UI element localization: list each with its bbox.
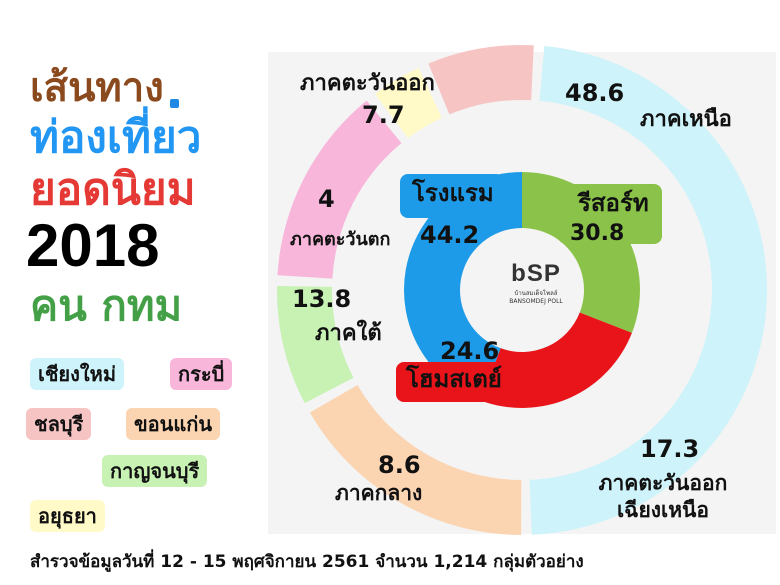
inner-name-label: รีสอร์ท	[578, 189, 649, 217]
title-line-3: ยอดนิยม	[30, 164, 196, 215]
region-slice-0	[529, 46, 767, 535]
title-line-1: เส้นทาง	[30, 65, 164, 111]
logo-mark: bSP	[511, 260, 561, 287]
outer-name-label: ภาคเหนือ	[640, 107, 732, 132]
homestay-label-box	[396, 362, 520, 402]
inner-value-label: 44.2	[420, 221, 480, 249]
survey-footnote: สำรวจข้อมูลวันที่ 12 - 15 พฤศจิกายน 2561…	[30, 552, 584, 572]
outer-value-label: 48.6	[565, 79, 625, 107]
logo-subtitle-en: BANSOMDEJ POLL	[509, 298, 563, 305]
inner-name-label: โฮมสเตย์	[406, 365, 502, 393]
outer-value-label: 7.7	[362, 101, 405, 129]
bansomdej-poll-logo: bSP บ้านสมเด็จโพลล์ BANSOMDEJ POLL	[495, 262, 577, 312]
outer-value-label: 17.3	[640, 435, 700, 463]
inner-name-label: โรงแรม	[412, 179, 494, 207]
outer-name-label: ภาคตะวันออกเฉียงเหนือ	[598, 471, 728, 523]
region-slice-2	[277, 285, 354, 404]
province-tag: ขอนแก่น	[126, 408, 221, 440]
region-ring	[277, 45, 767, 535]
region-slice-3	[277, 100, 402, 279]
title-line-5: คน กทม	[30, 281, 183, 330]
region-slice-5	[428, 45, 534, 115]
inner-value-label: 24.6	[440, 337, 500, 365]
title-dot	[170, 99, 179, 108]
outer-value-label: 8.6	[378, 451, 421, 479]
outer-value-label: 13.8	[292, 285, 352, 313]
hotel-label-box	[400, 174, 504, 218]
province-tag: เชียงใหม่	[30, 358, 125, 390]
inner-value-label: 30.8	[570, 221, 625, 246]
outer-name-label: ภาคใต้	[315, 321, 382, 346]
title-year: 2018	[26, 212, 160, 279]
accommodation-slice-2	[404, 172, 522, 401]
outer-name-label: ภาคกลาง	[335, 481, 423, 505]
region-slice-4	[374, 67, 442, 139]
region-slice-1	[309, 385, 522, 535]
resort-label-box	[558, 184, 662, 244]
outer-name-label: ภาคตะวันตก	[290, 229, 391, 250]
logo-subtitle-thai: บ้านสมเด็จโพลล์	[514, 290, 558, 297]
province-tag: กระบี่	[170, 358, 233, 390]
outer-name-label: ภาคตะวันออก	[300, 71, 435, 96]
province-tag: กาญจนบุรี	[102, 455, 208, 487]
province-tag: ชลบุรี	[26, 408, 92, 440]
province-tag: อยุธยา	[30, 500, 105, 532]
outer-value-label: 4	[318, 185, 335, 213]
title-line-2: ท่องเที่ยว	[30, 112, 202, 163]
